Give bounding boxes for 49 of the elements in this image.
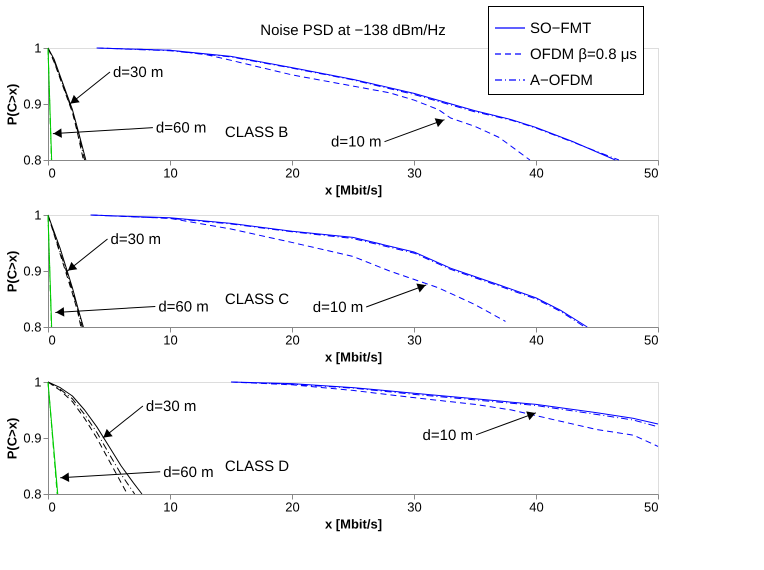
x-axis-title: x [Mbit/s] [324, 182, 382, 198]
annotation: CLASS B [224, 124, 288, 141]
annotation: d=30 m [110, 231, 161, 248]
x-tick-label: 30 [407, 500, 422, 514]
y-axis-title: P(C>x) [4, 418, 20, 460]
annotation: d=30 m [112, 64, 164, 81]
x-axis-title: x [Mbit/s] [324, 516, 382, 532]
x-tick-label: 20 [285, 166, 300, 180]
chart-title: Noise PSD at −138 dBm/Hz [260, 22, 446, 39]
y-tick-label: 1 [34, 374, 42, 390]
x-tick-label: 50 [644, 166, 658, 180]
x-tick-label: 40 [529, 332, 544, 348]
x-tick-label: 20 [285, 500, 300, 514]
x-axis-title: x [Mbit/s] [324, 350, 382, 364]
y-tick-label: 1 [34, 40, 42, 56]
x-tick-label: 50 [644, 500, 658, 514]
x-tick-label: 0 [48, 332, 56, 348]
y-tick-label: 0.8 [23, 152, 42, 168]
legend-label: SO−FMT [530, 20, 592, 37]
annotation: d=10 m [331, 134, 382, 151]
y-tick-label: 0.8 [23, 486, 42, 502]
x-tick-label: 20 [285, 332, 300, 348]
x-tick-label: 0 [48, 166, 56, 180]
y-tick-label: 1 [34, 208, 42, 222]
annotation: CLASS C [224, 291, 290, 308]
y-tick-label: 0.9 [23, 96, 42, 112]
x-tick-label: 40 [529, 166, 544, 180]
legend-label: A−OFDM [530, 72, 593, 89]
y-tick-label: 0.8 [23, 320, 42, 334]
y-tick-label: 0.9 [23, 430, 42, 446]
legend-label: OFDM β=0.8 μs [530, 46, 637, 63]
y-tick-label: 0.9 [23, 264, 42, 278]
annotation: CLASS D [224, 458, 290, 475]
annotation: d=60 m [163, 464, 214, 481]
x-tick-label: 30 [407, 166, 422, 180]
annotation: d=10 m [422, 426, 473, 444]
x-tick-label: 10 [163, 332, 178, 348]
x-tick-label: 0 [48, 500, 56, 514]
y-axis-title: P(C>x) [4, 84, 20, 126]
x-tick-label: 10 [163, 166, 178, 180]
annotation: d=10 m [312, 299, 364, 316]
annotation: d=60 m [156, 120, 206, 137]
annotation: d=60 m [158, 298, 209, 316]
x-tick-label: 50 [644, 332, 658, 348]
x-tick-label: 40 [529, 500, 544, 514]
annotation: d=30 m [146, 398, 196, 415]
y-axis-title: P(C>x) [4, 250, 20, 292]
x-tick-label: 10 [163, 500, 178, 514]
x-tick-label: 30 [407, 332, 422, 348]
